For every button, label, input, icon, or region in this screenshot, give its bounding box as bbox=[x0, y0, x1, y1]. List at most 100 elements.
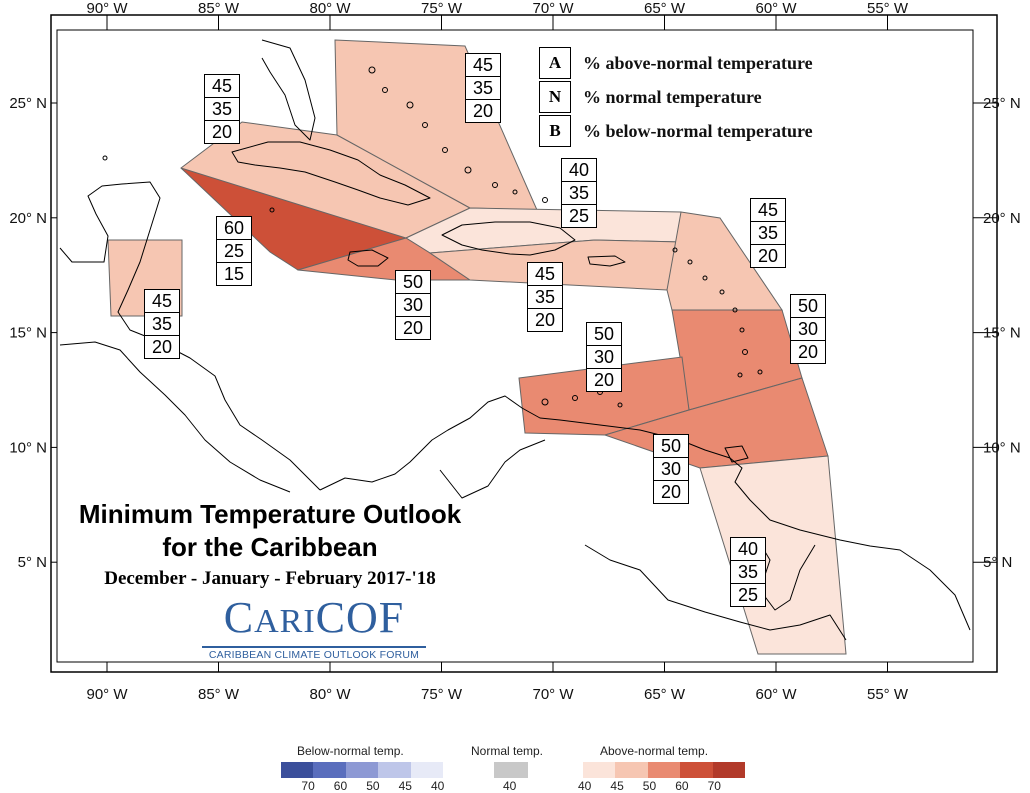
lon-tick-label-bottom: 85° W bbox=[198, 686, 240, 703]
hispaniola-coast bbox=[441, 221, 576, 256]
tick-marks bbox=[51, 15, 997, 672]
colorbar-label: 70 bbox=[707, 779, 721, 793]
map-title-block: Minimum Temperature Outlook for the Cari… bbox=[60, 498, 480, 592]
lon-tick-label-top: 55° W bbox=[867, 0, 909, 17]
colorbar-swatch bbox=[378, 762, 411, 778]
lon-tick-label-top: 85° W bbox=[198, 0, 240, 17]
lon-tick-label-top: 70° W bbox=[532, 0, 574, 17]
prob-normal: 30 bbox=[791, 318, 825, 341]
map-period: December - January - February 2017-'18 bbox=[104, 568, 436, 589]
colorbar-label: 40 bbox=[431, 779, 445, 793]
prob-box-belize: 45 35 20 bbox=[144, 289, 180, 359]
prob-below: 20 bbox=[660, 482, 682, 502]
prob-normal: 35 bbox=[751, 222, 785, 245]
prob-below: 20 bbox=[797, 342, 819, 362]
prob-below: 20 bbox=[593, 370, 615, 390]
colorbar-swatch bbox=[647, 762, 681, 778]
prob-below: 20 bbox=[757, 246, 779, 266]
colorbar-label: 40 bbox=[503, 779, 517, 793]
lat-tick-label-right: 20° N bbox=[983, 210, 1021, 227]
prob-box-puerto-rico: 45 35 20 bbox=[527, 262, 563, 332]
guyana-border bbox=[757, 539, 816, 611]
colorbar-swatch bbox=[615, 762, 648, 778]
probability-key: A % above-normal temperature N % normal … bbox=[539, 46, 813, 148]
prob-below: 20 bbox=[151, 337, 173, 357]
central-america-pacific bbox=[59, 341, 291, 493]
prob-below: 20 bbox=[472, 101, 494, 121]
prob-above: 40 bbox=[562, 159, 596, 182]
lon-tick-label-bottom: 80° W bbox=[309, 686, 351, 703]
colorbar-swatch bbox=[494, 762, 528, 778]
colorbar-normal-title: Normal temp. bbox=[471, 744, 544, 758]
logo-rule bbox=[202, 646, 426, 648]
cuba-coast bbox=[231, 141, 431, 206]
prob-above: 45 bbox=[528, 263, 562, 286]
prob-normal: 35 bbox=[205, 98, 239, 121]
lon-tick-label-top: 90° W bbox=[86, 0, 128, 17]
lat-tick-label-right: 5° N bbox=[983, 554, 1012, 571]
lat-tick-label-right: 25° N bbox=[983, 95, 1021, 112]
lat-tick-label-left: 20° N bbox=[9, 210, 47, 227]
colorbar-label: 45 bbox=[610, 779, 624, 793]
key-row-normal: N % normal temperature bbox=[539, 80, 813, 114]
caricof-logo: CARICOF CARIBBEAN CLIMATE OUTLOOK FORUM bbox=[198, 594, 430, 662]
prob-below: 20 bbox=[211, 122, 233, 142]
lon-tick-label-bottom: 65° W bbox=[644, 686, 686, 703]
lon-tick-label-top: 60° W bbox=[755, 0, 797, 17]
colorbar-swatch bbox=[313, 762, 346, 778]
prob-below: 15 bbox=[223, 264, 245, 284]
lon-tick-label-top: 75° W bbox=[421, 0, 463, 17]
colorbar-swatch bbox=[583, 762, 616, 778]
colorbar-swatch bbox=[345, 762, 379, 778]
prob-below: 20 bbox=[534, 310, 556, 330]
trinidad-coast bbox=[724, 445, 749, 463]
prob-box-trinidad-tobago: 50 30 20 bbox=[653, 434, 689, 504]
map-title-line1: Minimum Temperature Outlook bbox=[78, 499, 462, 529]
tick-labels: 90° W 90° W 85° W 85° W 80° W 80° W 75° W 75° W… bbox=[9, 0, 1020, 703]
prob-normal: 35 bbox=[731, 561, 765, 584]
small-islands bbox=[102, 66, 763, 408]
prob-normal: 35 bbox=[466, 77, 500, 100]
colorbar-label: 50 bbox=[366, 779, 380, 793]
colorbar-below bbox=[281, 762, 444, 778]
colorbar-above-title: Above-normal temp. bbox=[600, 744, 709, 758]
key-letter: N bbox=[539, 81, 571, 113]
puerto-rico-coast bbox=[587, 255, 626, 267]
colorbar-above bbox=[583, 762, 746, 778]
colorbar-swatch bbox=[712, 762, 746, 778]
prob-normal: 30 bbox=[396, 294, 430, 317]
lat-tick-label-left: 25° N bbox=[9, 95, 47, 112]
colorbar-normal bbox=[494, 762, 528, 778]
lon-tick-label-bottom: 90° W bbox=[86, 686, 128, 703]
lat-tick-label-left: 10° N bbox=[9, 439, 47, 456]
prob-above: 50 bbox=[396, 271, 430, 294]
key-description: % below-normal temperature bbox=[583, 120, 813, 141]
yucatan-coast bbox=[59, 181, 321, 491]
key-row-above: A % above-normal temperature bbox=[539, 46, 813, 80]
key-description: % above-normal temperature bbox=[583, 52, 813, 73]
prob-box-windward-islands: 50 30 20 bbox=[790, 294, 826, 364]
prob-normal: 35 bbox=[145, 313, 179, 336]
prob-normal: 35 bbox=[562, 182, 596, 205]
prob-box-guianas: 40 35 25 bbox=[730, 537, 766, 607]
key-description: % normal temperature bbox=[583, 86, 762, 107]
lat-tick-label-left: 5° N bbox=[18, 554, 47, 571]
prob-above: 45 bbox=[751, 199, 785, 222]
lon-tick-label-bottom: 70° W bbox=[532, 686, 574, 703]
panama-colombia-coast bbox=[319, 395, 971, 631]
map-plot-area bbox=[56, 29, 974, 663]
lon-tick-label-top: 65° W bbox=[644, 0, 686, 17]
prob-above: 50 bbox=[791, 295, 825, 318]
colorbar-label: 60 bbox=[333, 779, 348, 793]
logo-tagline: CARIBBEAN CLIMATE OUTLOOK FORUM bbox=[208, 649, 420, 661]
prob-below: 25 bbox=[737, 585, 759, 605]
lon-tick-label-bottom: 75° W bbox=[421, 686, 463, 703]
prob-box-western-caribbean: 60 25 15 bbox=[216, 216, 252, 286]
prob-below: 25 bbox=[568, 206, 590, 226]
key-letter: B bbox=[539, 115, 571, 147]
prob-normal: 30 bbox=[654, 458, 688, 481]
lat-tick-label-right: 10° N bbox=[983, 439, 1021, 456]
lat-tick-label-right: 15° N bbox=[983, 325, 1021, 342]
prob-above: 45 bbox=[466, 54, 500, 77]
south-america-border bbox=[584, 544, 847, 641]
